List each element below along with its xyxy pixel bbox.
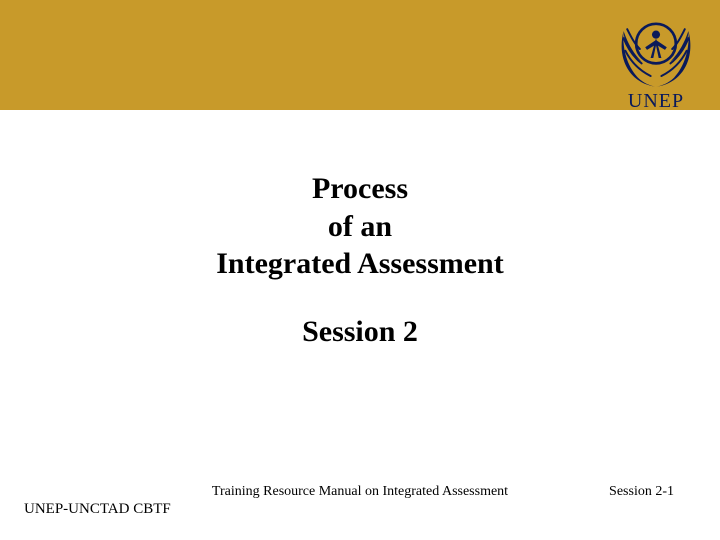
session-line: Session 2 [0, 315, 720, 349]
title-line-2: of an [0, 208, 720, 246]
footer-right: Session 2-1 [609, 484, 674, 500]
logo-label: UNEP [628, 90, 684, 113]
header-bar: UNEP [0, 0, 720, 110]
title-line-3: Integrated Assessment [0, 245, 720, 283]
footer-left: UNEP-UNCTAD CBTF [24, 501, 171, 518]
title-block: Process of an Integrated Assessment Sess… [0, 170, 720, 349]
unep-wreath-icon [611, 4, 701, 94]
unep-logo: UNEP [606, 4, 706, 124]
title-line-1: Process [0, 170, 720, 208]
